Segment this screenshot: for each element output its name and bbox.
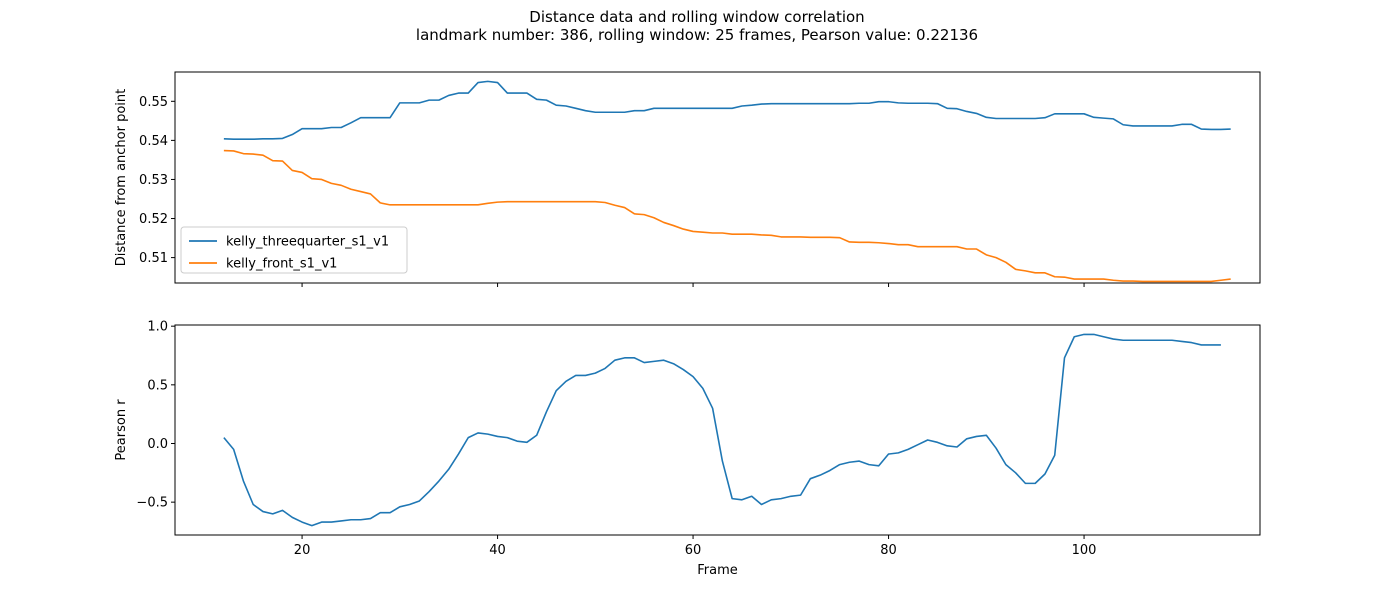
x-tick-label: 60 [685, 543, 702, 558]
y-tick-label: 0.54 [139, 134, 168, 149]
y-tick-label: 0.51 [139, 251, 168, 266]
y-tick-label: 0.53 [139, 173, 168, 188]
series-line-1 [223, 333, 1221, 527]
axes-2: 20 40 60 80 100 −0.5 0.0 0.5 1.0 Pearson r Frame [114, 320, 1261, 578]
axes-frame [174, 324, 1261, 536]
y-tick-label: 0.55 [139, 95, 168, 110]
x-tick-label: 100 [1072, 543, 1097, 558]
figure-subtitle: landmark number: 386, rolling window: 25… [415, 26, 979, 44]
x-tick-label: 20 [294, 543, 311, 558]
axes-1: 0.51 0.52 0.53 0.54 0.55 Distance from anchor… [114, 71, 1261, 287]
y-tick-label: 1.0 [147, 320, 168, 335]
series-line-1 [223, 80, 1231, 141]
legend-box [180, 226, 408, 274]
x-tick-label: 80 [880, 543, 897, 558]
figure-title: Distance data and rolling window correla… [529, 8, 865, 26]
legend: kelly_threequarter_s1_v1 kelly_front_s1_v… [180, 226, 408, 274]
legend-label: kelly_threequarter_s1_v1 [226, 235, 389, 250]
y-tick-label: 0.0 [147, 437, 168, 452]
series-line-2 [223, 149, 1231, 283]
y-tick-label: 0.5 [147, 378, 168, 393]
y-tick-label: 0.52 [139, 212, 168, 227]
y-axis-label: Pearson r [114, 399, 129, 461]
x-tick-label: 40 [489, 543, 506, 558]
y-tick-label: −0.5 [136, 496, 168, 511]
y-axis-label: Distance from anchor point [114, 89, 129, 267]
axes-frame [174, 71, 1261, 284]
x-axis-label: Frame [697, 563, 738, 578]
legend-label: kelly_front_s1_v1 [226, 257, 337, 272]
